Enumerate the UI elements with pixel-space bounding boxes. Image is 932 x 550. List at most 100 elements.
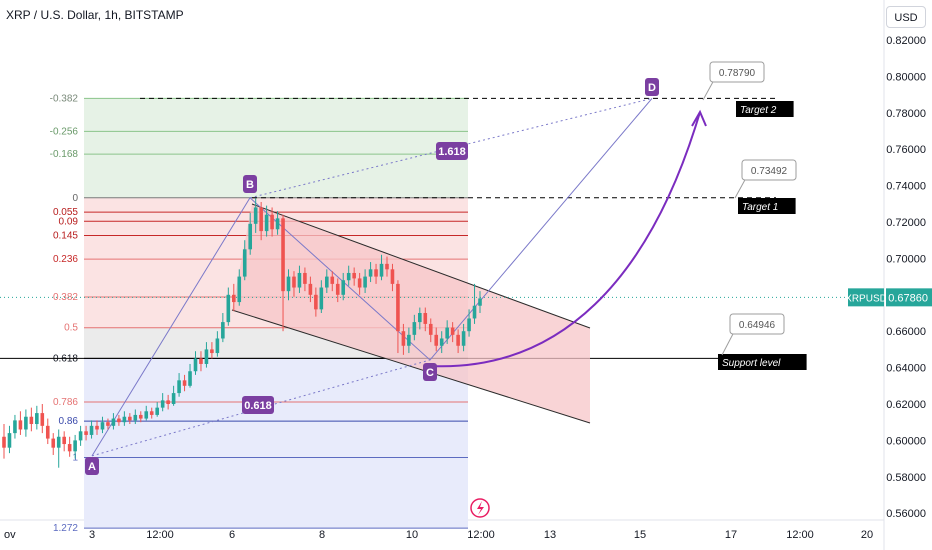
- candle-body: [111, 418, 116, 426]
- target-2-price: 0.78790: [719, 68, 756, 79]
- time-tick-label: 8: [319, 529, 325, 541]
- candle-body: [78, 431, 83, 441]
- price-tick-label: 0.74000: [886, 181, 926, 193]
- candle-body: [204, 349, 209, 364]
- time-tick-label: 3: [89, 529, 95, 541]
- support-price: 0.64946: [739, 320, 776, 331]
- fib-label: 0.5: [64, 323, 78, 334]
- fib-label: -0.382: [50, 93, 79, 104]
- candle-body: [215, 338, 220, 354]
- currency-button[interactable]: USD: [886, 6, 926, 28]
- candle-body: [149, 411, 154, 415]
- price-badge-bg: [886, 288, 932, 307]
- projection-arrow-head: [691, 109, 707, 127]
- candle-body: [434, 334, 439, 346]
- candle-body: [84, 431, 88, 435]
- candle-body: [248, 223, 253, 250]
- target-1-label-bg: [738, 198, 796, 214]
- candle-body: [363, 276, 367, 288]
- candle-body: [35, 413, 39, 425]
- target-2-price-pointer: [702, 79, 715, 101]
- candle-body: [106, 422, 110, 426]
- price-tick-label: 0.60000: [886, 435, 926, 447]
- price-tick-label: 0.80000: [886, 71, 926, 83]
- fib-label: 0.786: [53, 397, 78, 408]
- candle-body: [226, 294, 231, 323]
- time-tick-label: 12:00: [786, 529, 814, 541]
- point-d-label-bg: [645, 78, 659, 96]
- candle-body: [128, 416, 132, 421]
- fib-label: 0: [72, 193, 78, 204]
- channel-fill: [232, 204, 590, 423]
- candle-body: [188, 371, 192, 386]
- time-tick-label: 10: [406, 529, 418, 541]
- point-b-label-bg: [243, 175, 257, 193]
- candle-body: [418, 313, 422, 323]
- candle-body: [275, 218, 280, 230]
- target-2-label-bg: [736, 101, 794, 117]
- candle-body: [314, 294, 318, 310]
- candle-body: [221, 322, 225, 339]
- candle-body: [461, 331, 466, 346]
- candle-body: [51, 438, 56, 448]
- candle-body: [401, 331, 406, 346]
- candle-body: [390, 269, 395, 284]
- candle-body: [100, 422, 105, 430]
- candle-body: [357, 278, 362, 288]
- point-a-label: A: [88, 461, 96, 473]
- fib-label: 0.382: [53, 292, 78, 303]
- fib-label: 0.09: [59, 216, 79, 227]
- candle-body: [308, 283, 313, 295]
- candle-body: [428, 323, 433, 335]
- fib-label: 0.236: [53, 254, 78, 265]
- candle-body: [379, 263, 384, 277]
- candle-body: [18, 420, 23, 430]
- candle-body: [45, 425, 50, 439]
- price-tick-label: 0.72000: [886, 217, 926, 229]
- target-1-price-pointer: [734, 177, 747, 199]
- candle-body: [199, 358, 203, 364]
- point-d-label: D: [648, 82, 656, 94]
- ratio-label-1618-bg: [436, 142, 468, 160]
- candle-body: [467, 318, 471, 332]
- target-1-price: 0.73492: [751, 166, 788, 177]
- candle-body: [56, 436, 61, 448]
- candle-body: [368, 269, 373, 277]
- candle-body: [117, 418, 121, 423]
- time-tick-label: 12:00: [146, 529, 174, 541]
- target-2-label: Target 2: [740, 105, 777, 116]
- time-tick-label: ov: [4, 529, 16, 541]
- candle-body: [264, 214, 269, 232]
- candle-body: [297, 272, 302, 288]
- candle-body: [374, 269, 378, 277]
- candle-body: [325, 276, 329, 288]
- candle-body: [122, 416, 127, 423]
- candle-body: [319, 287, 324, 310]
- price-tick-label: 0.56000: [886, 508, 926, 520]
- fib-label: 1.272: [53, 523, 78, 534]
- candle-body: [67, 444, 72, 452]
- price-tick-label: 0.62000: [886, 399, 926, 411]
- support-price-box: [729, 313, 785, 335]
- candle-body: [450, 327, 455, 335]
- candle-body: [231, 294, 236, 303]
- candle-body: [182, 380, 187, 386]
- time-tick-label: 20: [861, 529, 873, 541]
- candle-body: [456, 334, 460, 346]
- fib-zone-extension: [84, 98, 468, 198]
- candle-body: [40, 413, 45, 426]
- candle-body: [412, 322, 417, 335]
- time-tick-label: 13: [544, 529, 556, 541]
- fib-label: -0.168: [50, 149, 79, 160]
- candle-body: [445, 327, 449, 339]
- point-b-label: B: [246, 179, 254, 191]
- candle-body: [144, 411, 149, 419]
- candle-body: [270, 214, 274, 230]
- candle-body: [407, 334, 411, 346]
- abcd-path: [91, 98, 653, 457]
- price-tick-label: 0.58000: [886, 472, 926, 484]
- point-c-label: C: [426, 367, 434, 379]
- price-tick-label: 0.64000: [886, 363, 926, 375]
